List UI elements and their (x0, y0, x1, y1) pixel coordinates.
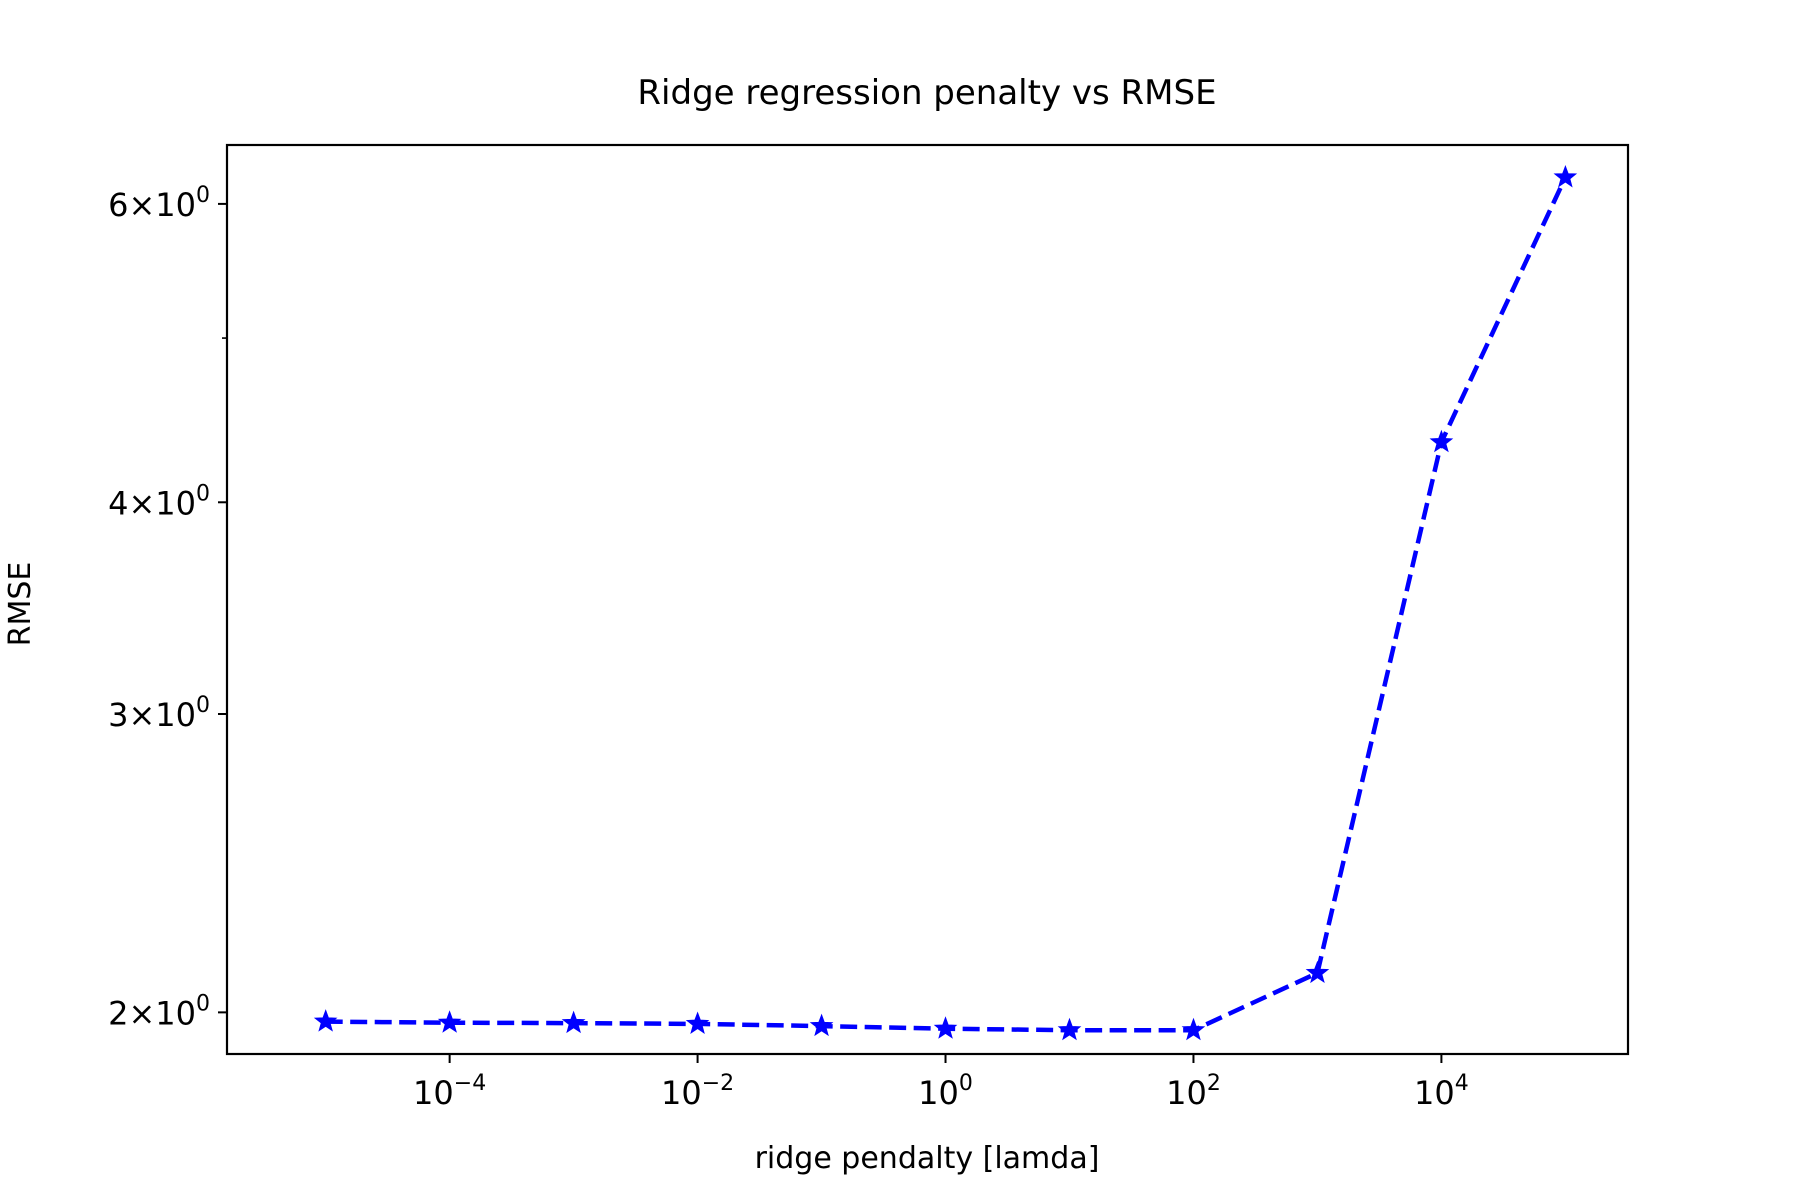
data-point (809, 1013, 834, 1037)
chart-title: Ridge regression penalty vs RMSE (637, 73, 1216, 113)
data-point (1429, 429, 1454, 453)
data-point (933, 1016, 958, 1039)
data-point (437, 1010, 462, 1033)
series-layer (313, 164, 1578, 1041)
data-point (313, 1009, 338, 1032)
plot-frame (225, 143, 1630, 1056)
series-line (325, 176, 1568, 1033)
data-point (1181, 1017, 1206, 1041)
data-point (561, 1010, 586, 1034)
x-tick-label: 104 (1414, 1071, 1469, 1112)
axes-layer: 10−4 10−2 100 102 104 2×100 3×100 4×100 6×100 (108, 143, 1630, 1112)
y-tick-label: 2×100 (108, 991, 210, 1032)
x-tick-label: 102 (1166, 1071, 1221, 1112)
x-tick-label: 10−4 (413, 1071, 486, 1112)
data-point (1305, 960, 1330, 984)
y-tick-label: 6×100 (108, 183, 210, 224)
data-point (1553, 164, 1578, 188)
x-axis-label: ridge pendalty [lamda] (755, 1141, 1100, 1176)
x-tick-label: 100 (918, 1071, 973, 1112)
data-point (1057, 1017, 1082, 1041)
y-axis-label: RMSE (3, 562, 38, 647)
x-tick-label: 10−2 (661, 1071, 734, 1112)
y-tick-label: 3×100 (108, 693, 210, 734)
data-point (685, 1011, 710, 1034)
y-tick-label: 4×100 (108, 481, 210, 522)
